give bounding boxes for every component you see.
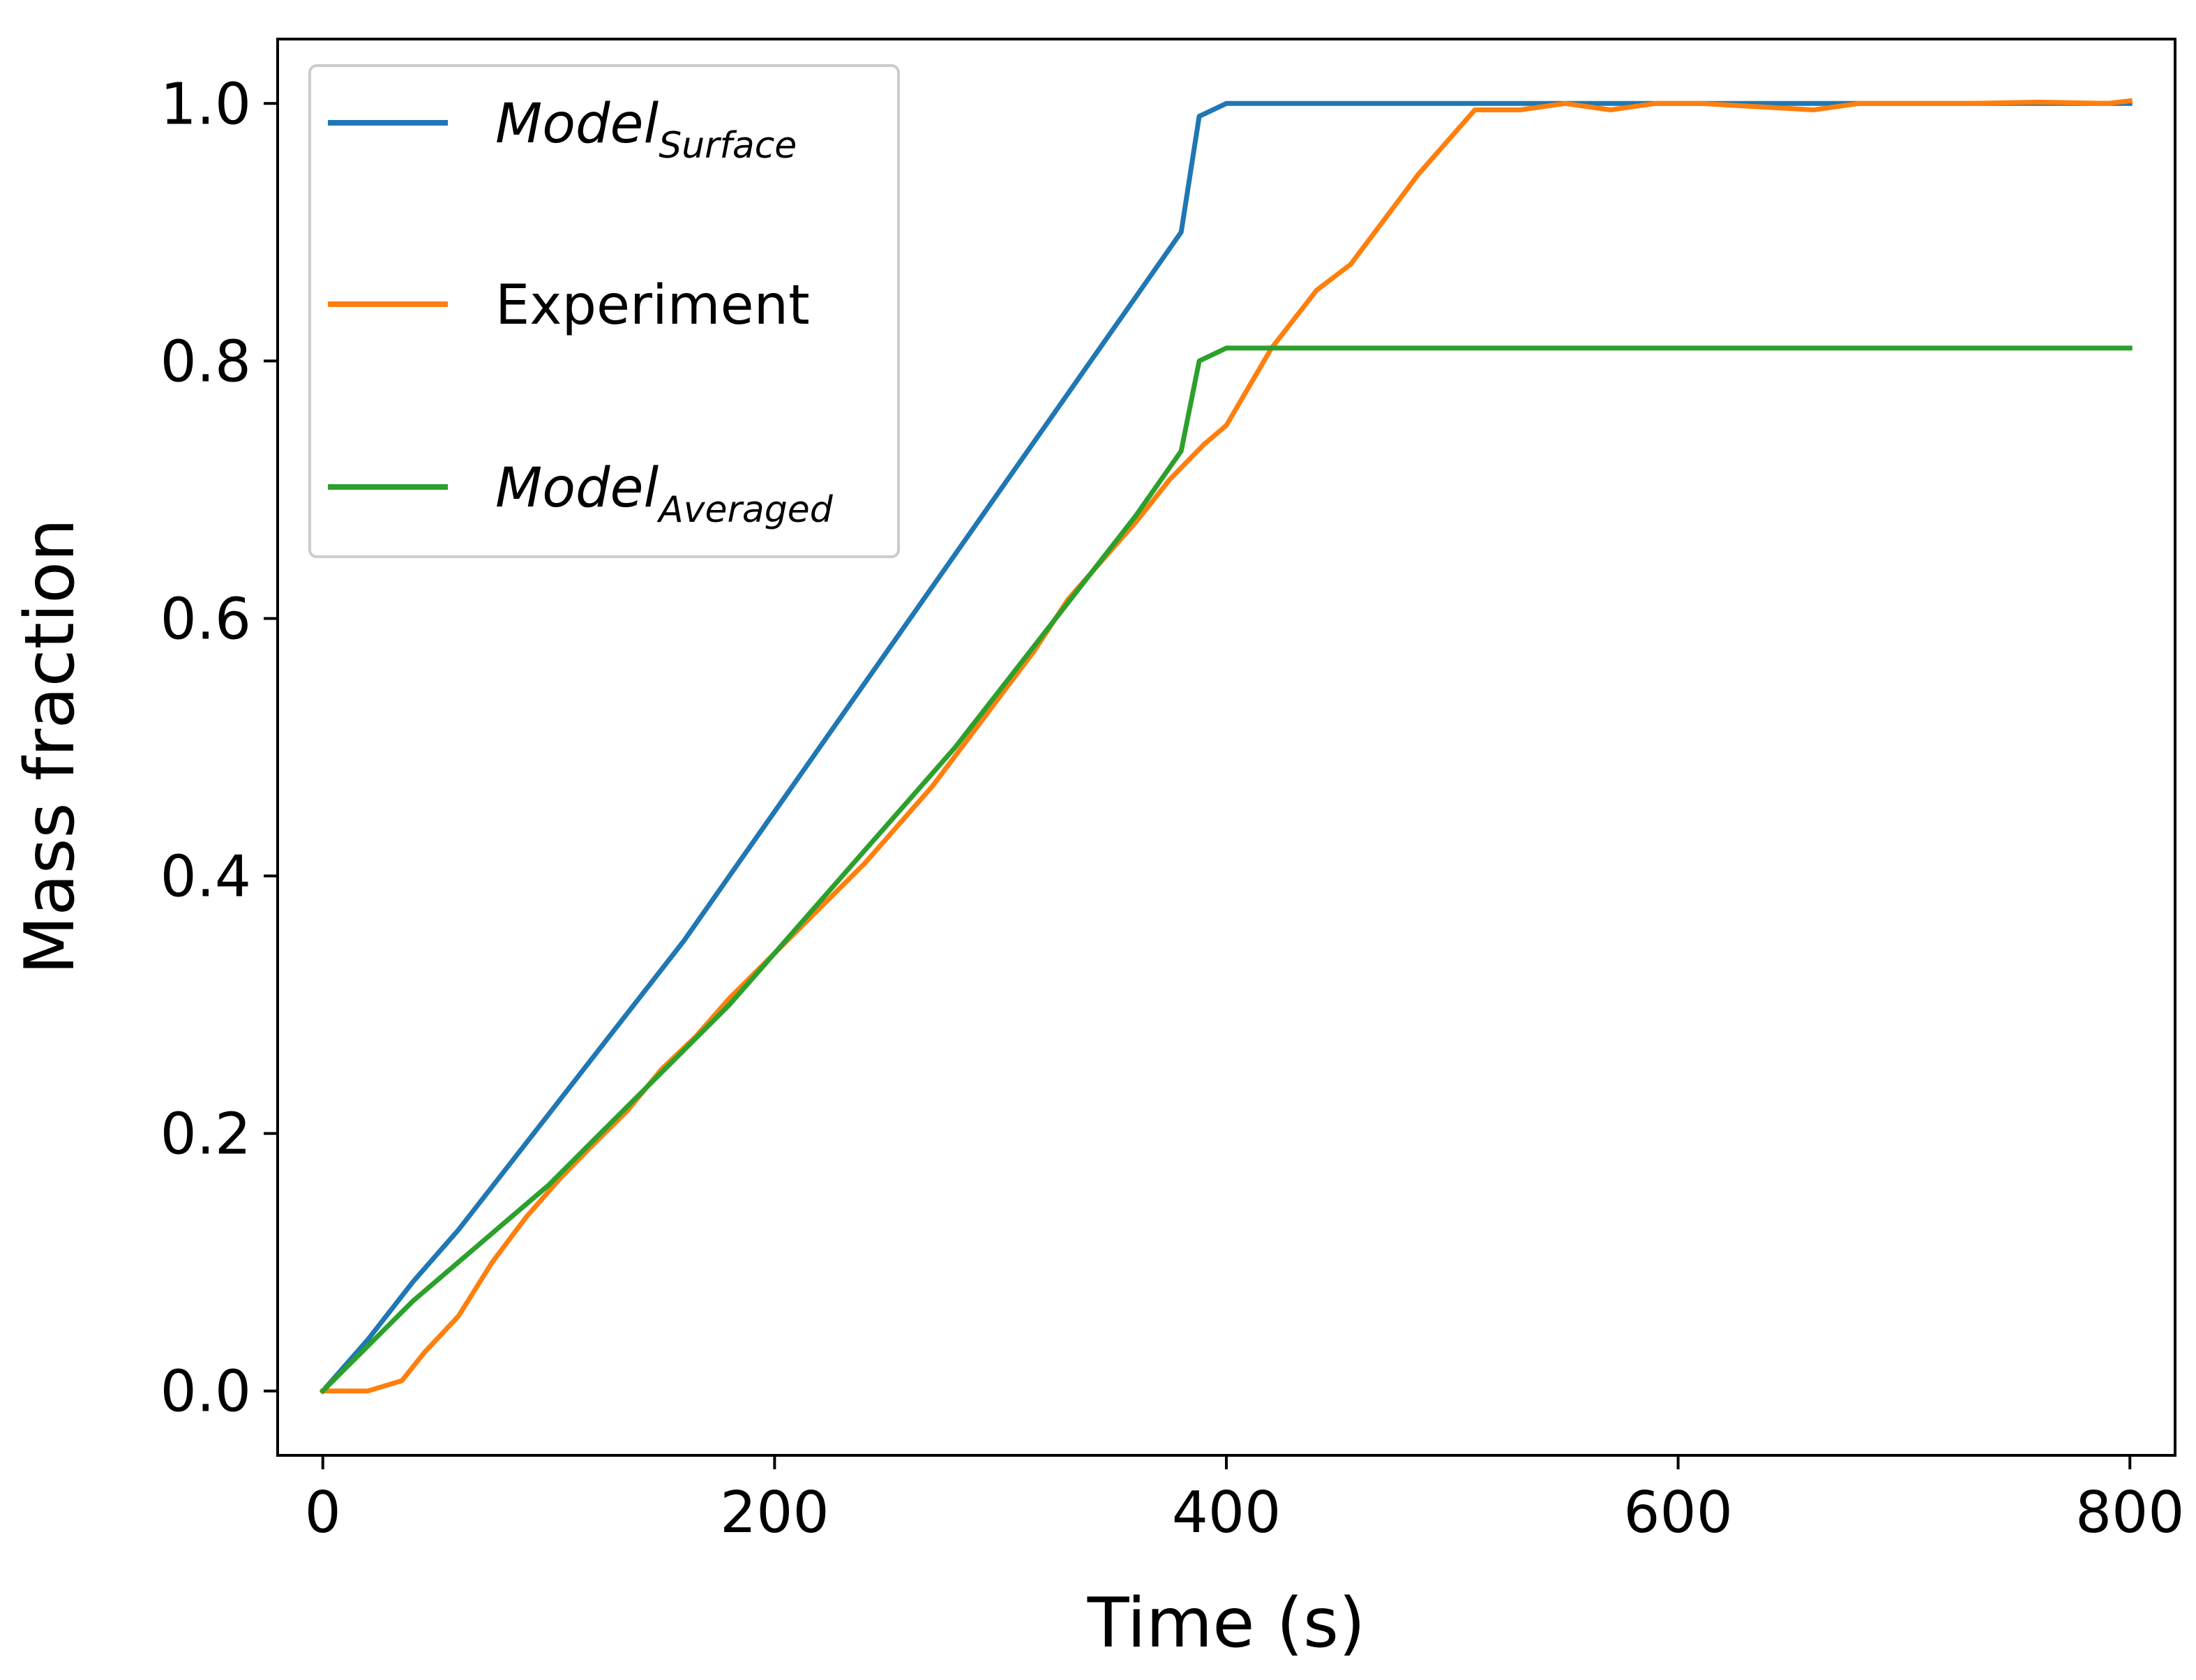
y-tick-label: 0.0 [160, 1359, 251, 1425]
legend-label-model-surface: ModelSurface [495, 93, 797, 167]
x-axis-ticks: 0 200 400 600 800 [305, 1455, 2185, 1546]
x-tick-label: 800 [2075, 1480, 2185, 1546]
legend-label-experiment: Experiment [495, 274, 810, 337]
series-line-model-averaged [319, 345, 2133, 1395]
y-tick-label: 0.8 [160, 329, 251, 395]
legend-frame [308, 64, 900, 558]
legend-label-model-surface-sub: Surface [659, 125, 797, 167]
x-tick-label: 400 [1172, 1480, 1281, 1546]
legend-label-model-surface-main: Model [495, 93, 659, 156]
series-line-experiment [320, 98, 2133, 1394]
y-axis-ticks: 0.0 0.2 0.4 0.6 0.8 1.0 [160, 71, 278, 1425]
x-tick-label: 0 [305, 1480, 341, 1546]
x-axis-label: Time (s) [1087, 1584, 1366, 1663]
legend-label-model-averaged-main: Model [495, 457, 659, 520]
y-axis-label: Mass fraction [10, 518, 90, 975]
y-tick-label: 1.0 [160, 71, 251, 137]
y-tick-label: 0.4 [160, 844, 251, 910]
legend-label-model-averaged: ModelAveraged [495, 457, 834, 531]
series-lines [319, 98, 2133, 1395]
y-tick-label: 0.6 [160, 586, 251, 652]
y-tick-label: 0.2 [160, 1102, 251, 1168]
x-tick-label: 200 [720, 1480, 829, 1546]
series-line-model-surface [319, 100, 2133, 1395]
legend: ModelSurface Experiment ModelAveraged [308, 64, 900, 558]
legend-label-model-averaged-sub: Averaged [656, 489, 834, 531]
x-tick-label: 600 [1623, 1480, 1733, 1546]
legend-label-experiment-main: Experiment [495, 274, 810, 337]
